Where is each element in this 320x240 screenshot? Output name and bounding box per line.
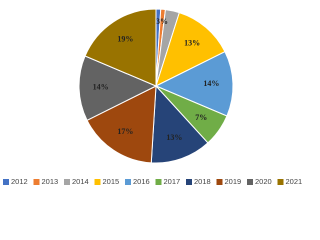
page: {"chart_data": {"type": "pie", "categori… <box>3 8 303 186</box>
pie-slice <box>154 51 234 117</box>
chart: 3% 13% 14% 7% 13% 17% 14% 19% 2012 2013 2014 2015 20… <box>3 8 303 186</box>
legend-label: 2012 <box>11 177 28 186</box>
legend-label: 2020 <box>255 177 272 186</box>
legend-swatch <box>3 179 9 185</box>
legend-label: 2014 <box>72 177 89 186</box>
data-label: 3% <box>156 17 168 26</box>
pie-slice <box>78 55 158 121</box>
legend-swatch <box>186 179 192 185</box>
legend-swatch <box>33 179 40 185</box>
legend-swatch <box>64 179 70 185</box>
legend-label: 2018 <box>194 177 211 186</box>
pie-slice <box>150 84 209 164</box>
data-label: 13% <box>166 133 182 142</box>
pie-slice <box>86 85 157 164</box>
data-label: 13% <box>184 39 200 48</box>
pie-slice <box>155 11 226 87</box>
pie-slice <box>84 8 157 87</box>
legend-swatch <box>247 179 253 185</box>
legend-label: 2015 <box>103 177 120 186</box>
data-label: 14% <box>93 83 109 92</box>
legend-label: 2013 <box>42 177 59 186</box>
legend-label: 2019 <box>225 177 242 186</box>
legend-label: 2021 <box>286 177 303 186</box>
legend-swatch <box>155 179 162 185</box>
data-label: 7% <box>195 113 207 122</box>
legend-swatch <box>125 179 131 185</box>
legend-swatch <box>216 179 223 185</box>
data-label: 14% <box>203 79 219 88</box>
data-label: 19% <box>117 35 133 44</box>
legend-label: 2017 <box>164 177 181 186</box>
legend-label: 2016 <box>133 177 150 186</box>
legend-swatch <box>277 179 284 185</box>
legend-swatch <box>94 179 101 185</box>
data-label: 17% <box>117 127 133 136</box>
